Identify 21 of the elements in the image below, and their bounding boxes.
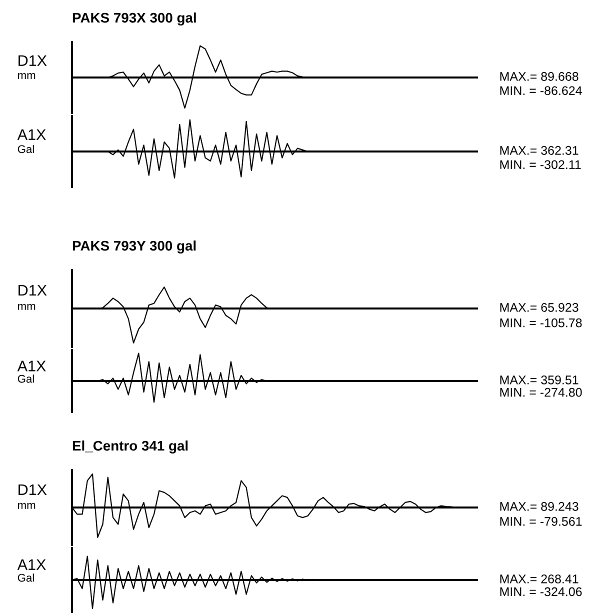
y-axis-title: A1X Gal [17,360,46,383]
text: MIN. = -274.80 [500,388,582,397]
text: MAX.= 362.31 [500,146,578,155]
chart-title: PAKS 793X 300 gal [72,12,196,26]
text: MIN. = -105.78 [500,318,582,328]
text: MIN. = -302.11 [500,160,581,170]
text: MAX.= 65.923 [500,303,578,312]
text: MIN. = -86.624 [500,86,582,96]
text: MAX.= 359.51 [500,376,578,384]
y-axis-title: A1X Gal [17,559,46,582]
y-axis-title: D1X mm [18,55,47,79]
text: MAX.= 89.668 [500,72,578,81]
text: MAX.= 268.41 [500,574,578,584]
text: MIN. = -324.06 [500,587,582,596]
chart-title: El_Centro 341 gal [72,440,188,454]
text: MIN. = -79.561 [500,517,582,526]
chart-title: PAKS 793Y 300 gal [72,240,196,254]
y-axis-title: D1X mm [18,285,47,310]
y-axis-title: A1X Gal [17,129,46,154]
y-axis-title: D1X mm [18,484,47,509]
text: MAX.= 89.243 [500,502,578,511]
